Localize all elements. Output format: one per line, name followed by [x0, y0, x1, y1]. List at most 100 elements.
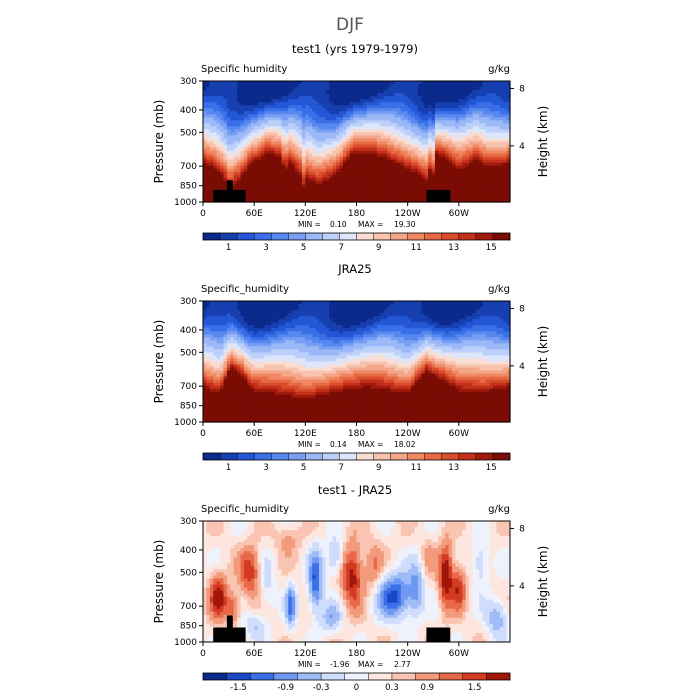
field-cell	[434, 93, 439, 97]
field-cell	[223, 117, 228, 121]
field-cell	[383, 126, 388, 131]
field-cell	[455, 105, 460, 109]
field-cell	[411, 183, 416, 188]
field-cell	[308, 102, 313, 106]
field-cell	[312, 343, 317, 347]
field-cell	[213, 316, 218, 320]
field-cell	[226, 132, 231, 137]
field-cell	[407, 120, 412, 124]
field-cell	[339, 129, 344, 134]
field-cell	[492, 81, 497, 85]
field-cell	[315, 129, 320, 134]
field-cell	[394, 177, 399, 182]
field-cell	[496, 328, 501, 332]
field-cell	[455, 156, 460, 161]
field-cell	[243, 144, 248, 149]
field-cell	[414, 168, 419, 173]
field-cell	[281, 144, 286, 149]
field-cell	[274, 334, 279, 338]
field-cell	[332, 87, 337, 91]
field-cell	[260, 117, 265, 121]
field-cell	[349, 301, 354, 305]
field-cell	[370, 111, 375, 115]
field-cell	[373, 141, 378, 146]
field-cell	[308, 325, 313, 329]
field-cell	[237, 87, 242, 91]
field-cell	[356, 135, 361, 140]
field-cell	[305, 310, 310, 314]
field-cell	[400, 307, 405, 311]
field-cell	[240, 183, 245, 188]
field-cell	[274, 337, 279, 341]
y-tick-label: 300	[180, 77, 197, 87]
field-cell	[305, 138, 310, 143]
field-cell	[247, 325, 252, 329]
field-cell	[452, 168, 457, 173]
field-cell	[240, 90, 245, 94]
field-cell	[503, 147, 508, 152]
field-cell	[359, 114, 364, 118]
field-cell	[226, 328, 231, 332]
field-cell	[342, 183, 347, 188]
field-cell	[312, 126, 317, 131]
field-cell	[452, 150, 457, 155]
field-cell	[203, 343, 208, 347]
field-cell	[411, 177, 416, 182]
field-cell	[496, 84, 501, 88]
field-cell	[475, 117, 480, 121]
field-cell	[475, 96, 480, 100]
field-cell	[486, 84, 491, 88]
field-cell	[366, 90, 371, 94]
field-cell	[469, 138, 474, 143]
field-cell	[479, 129, 484, 134]
field-cell	[247, 195, 252, 200]
field-cell	[462, 168, 467, 173]
field-cell	[332, 81, 337, 85]
field-cell	[376, 301, 381, 305]
field-cell	[452, 120, 457, 124]
field-cell	[452, 129, 457, 134]
field-cell	[206, 171, 211, 176]
field-cell	[312, 117, 317, 121]
field-cell	[438, 319, 443, 323]
field-cell	[213, 102, 218, 106]
field-cell	[455, 337, 460, 341]
field-cell	[203, 108, 208, 112]
field-cell	[394, 138, 399, 143]
field-cell	[465, 144, 470, 149]
field-cell	[336, 117, 341, 121]
field-cell	[226, 337, 231, 341]
field-cell	[448, 165, 453, 170]
field-cell	[356, 147, 361, 152]
field-cell	[363, 123, 368, 127]
field-cell	[492, 177, 497, 182]
field-cell	[376, 195, 381, 200]
field-cell	[274, 159, 279, 164]
field-cell	[506, 156, 511, 161]
field-cell	[308, 168, 313, 173]
field-cell	[264, 337, 269, 341]
field-cell	[394, 337, 399, 341]
field-cell	[243, 325, 248, 329]
field-cell	[469, 129, 474, 134]
field-cell	[226, 108, 231, 112]
field-cell	[373, 325, 378, 329]
field-cell	[325, 165, 330, 170]
field-cell	[356, 177, 361, 182]
field-cell	[298, 165, 303, 170]
field-cell	[441, 325, 446, 329]
field-cell	[298, 301, 303, 305]
field-cell	[213, 105, 218, 109]
field-cell	[216, 322, 221, 326]
field-cell	[472, 171, 477, 176]
field-cell	[346, 147, 351, 152]
field-cell	[312, 325, 317, 329]
field-cell	[243, 310, 248, 314]
field-cell	[390, 328, 395, 332]
colorbar-label: 5	[301, 243, 306, 253]
field-cell	[407, 319, 412, 323]
field-cell	[226, 159, 231, 164]
field-cell	[278, 120, 283, 124]
field-cell	[383, 195, 388, 200]
